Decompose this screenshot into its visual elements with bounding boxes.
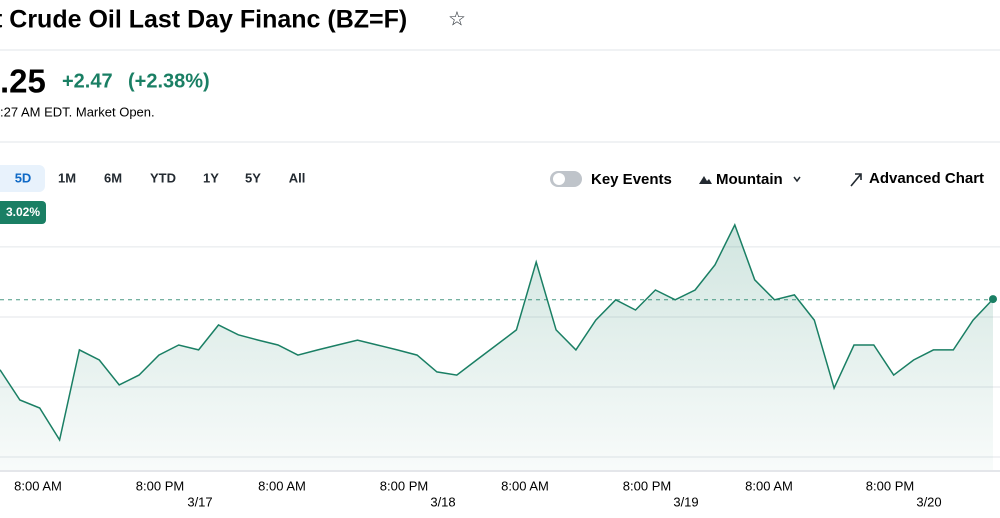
chart-type[interactable]: Mountain: [716, 171, 783, 188]
range-badge: [0, 201, 46, 224]
last-point: [989, 295, 997, 304]
date-label: 3/18: [430, 494, 455, 509]
date-label: 3/20: [916, 494, 941, 509]
price: .25: [0, 63, 46, 100]
key-events[interactable]: Key Events: [591, 171, 672, 188]
title: t Crude Oil Last Day Financ (BZ=F): [0, 6, 407, 34]
area: [0, 224, 993, 470]
toggle-knob: [553, 173, 565, 185]
price-change-percent: (+2.38%): [128, 70, 210, 92]
x-tick-label: 8:00 PM: [623, 478, 671, 493]
mountain-icon: [699, 176, 712, 184]
range-buttons: 5D 1M 6M YTD 1Y 5Y All: [15, 170, 306, 185]
star-icon[interactable]: ☆: [448, 8, 466, 30]
market-time: :27 AM EDT. Market Open.: [0, 104, 155, 119]
range-button[interactable]: All: [289, 170, 306, 185]
range-button[interactable]: 1Y: [203, 170, 219, 185]
plot: 8:00 AM 8:00 PM 8:00 AM 8:00 PM 8:00 AM 8:00 …: [0, 222, 1000, 509]
price-line: [0, 222, 994, 442]
range-active-bg: [0, 165, 45, 192]
date-label: 3/17: [187, 494, 212, 509]
date-label: 3/19: [673, 494, 698, 509]
range-change: 3.02%: [6, 205, 40, 219]
x-tick-label: 8:00 AM: [14, 478, 62, 493]
x-tick-label: 8:00 PM: [866, 478, 914, 493]
range-button[interactable]: 5Y: [245, 170, 261, 185]
x-tick-label: 8:00 AM: [501, 478, 549, 493]
x-tick-label: 8:00 AM: [745, 478, 793, 493]
range-button[interactable]: YTD: [150, 170, 176, 185]
expand-icon: [850, 173, 862, 187]
range-button[interactable]: 1M: [58, 170, 76, 185]
range-button[interactable]: 6M: [104, 170, 122, 185]
range-button[interactable]: 5D: [15, 170, 32, 185]
x-tick-label: 8:00 PM: [380, 478, 428, 493]
x-tick-label: 8:00 PM: [136, 478, 184, 493]
advanced-chart[interactable]: Advanced Chart: [869, 170, 984, 187]
x-tick-label: 8:00 AM: [258, 478, 306, 493]
price-change: +2.47: [62, 70, 113, 92]
chevron: [793, 176, 801, 183]
